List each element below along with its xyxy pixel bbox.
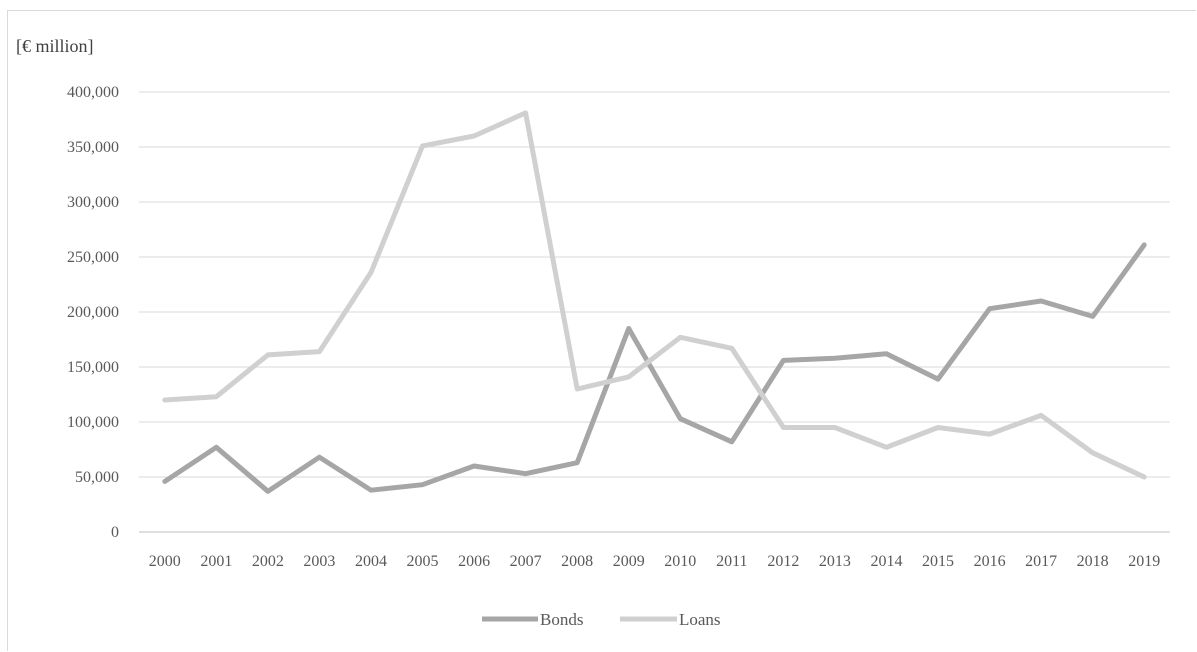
x-tick-label: 2019 bbox=[1128, 553, 1160, 570]
x-tick-label: 2016 bbox=[974, 553, 1006, 570]
y-tick-label: 400,000 bbox=[67, 84, 119, 101]
y-tick-label: 200,000 bbox=[67, 304, 119, 321]
x-tick-label: 2017 bbox=[1025, 553, 1057, 570]
x-tick-label: 2015 bbox=[922, 553, 954, 570]
series-line-bonds bbox=[162, 242, 1147, 494]
y-tick-label: 0 bbox=[111, 524, 119, 541]
legend: Bonds Loans bbox=[482, 610, 721, 629]
x-tick-label: 2004 bbox=[355, 553, 387, 570]
x-tick-label: 2001 bbox=[200, 553, 232, 570]
x-tick-label: 2012 bbox=[767, 553, 799, 570]
x-tick-label: 2018 bbox=[1077, 553, 1109, 570]
x-tick-label: 2006 bbox=[458, 553, 490, 570]
legend-label-bonds: Bonds bbox=[540, 610, 583, 629]
y-tick-label: 150,000 bbox=[67, 359, 119, 376]
y-axis-unit-label: [€ million] bbox=[16, 36, 94, 56]
x-tick-label: 2005 bbox=[407, 553, 439, 570]
y-tick-label: 250,000 bbox=[67, 249, 119, 266]
y-tick-label: 100,000 bbox=[67, 414, 119, 431]
x-tick-label: 2014 bbox=[870, 553, 902, 570]
series-lines bbox=[162, 110, 1147, 494]
x-axis-tick-labels: 2000 2001 2002 2003 2004 2005 2006 2007 2008 2009… bbox=[149, 553, 1160, 570]
x-tick-label: 2010 bbox=[664, 553, 696, 570]
chart-frame bbox=[7, 10, 1196, 651]
x-tick-label: 2009 bbox=[613, 553, 645, 570]
y-tick-label: 300,000 bbox=[67, 194, 119, 211]
x-tick-label: 2013 bbox=[819, 553, 851, 570]
y-tick-label: 350,000 bbox=[67, 139, 119, 156]
series-line-loans bbox=[162, 110, 1147, 480]
x-tick-label: 2007 bbox=[510, 553, 542, 570]
x-tick-label: 2000 bbox=[149, 553, 181, 570]
y-axis-tick-labels: 0 50,000 100,000 150,000 200,000 250,000 300,0… bbox=[67, 84, 119, 541]
x-tick-label: 2002 bbox=[252, 553, 284, 570]
gridlines bbox=[139, 91, 1170, 533]
x-tick-label: 2011 bbox=[716, 553, 747, 570]
x-tick-label: 2008 bbox=[561, 553, 593, 570]
x-tick-label: 2003 bbox=[303, 553, 335, 570]
y-tick-label: 50,000 bbox=[75, 469, 119, 486]
legend-label-loans: Loans bbox=[679, 610, 721, 629]
